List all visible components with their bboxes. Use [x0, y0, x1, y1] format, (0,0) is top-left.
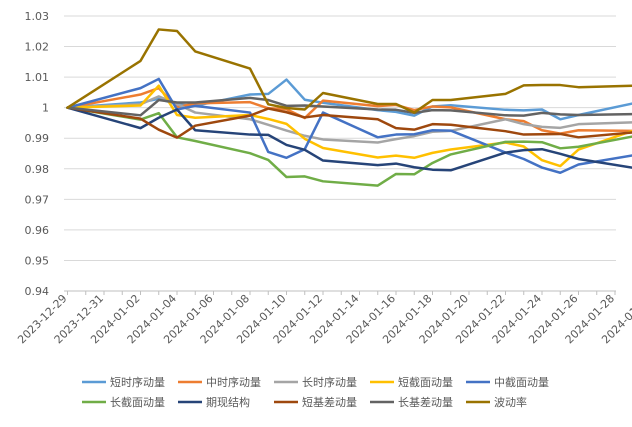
- y-tick-label: 0.97: [25, 193, 50, 206]
- legend-label: 中截面动量: [494, 375, 549, 389]
- legend-label: 短时序动量: [110, 375, 165, 389]
- legend-label: 长基差动量: [398, 395, 453, 409]
- y-tick-label: 0.99: [25, 132, 50, 145]
- series-line: [68, 108, 632, 186]
- y-tick-label: 1: [42, 102, 49, 115]
- legend-label: 短截面动量: [398, 375, 453, 389]
- legend-label: 短基差动量: [302, 395, 357, 409]
- y-tick-label: 0.96: [25, 224, 50, 237]
- legend-label: 波动率: [494, 395, 527, 409]
- y-tick-label: 1.03: [25, 10, 50, 23]
- x-axis: 2023-12-292023-12-312024-01-022024-01-04…: [15, 291, 632, 346]
- y-tick-label: 0.94: [25, 285, 50, 298]
- legend-label: 长时序动量: [302, 375, 357, 389]
- y-tick-label: 1.01: [25, 71, 50, 84]
- legend-label: 中时序动量: [206, 375, 261, 389]
- y-axis: 1.03 1.02 1.01 1 0.99 0.98 0.97 0.96 0.95 0.94: [25, 10, 50, 298]
- y-tick-label: 1.02: [25, 41, 50, 54]
- y-tick-label: 0.98: [25, 163, 50, 176]
- legend-label: 期现结构: [206, 395, 250, 409]
- y-tick-label: 0.95: [25, 254, 50, 267]
- legend-label: 长截面动量: [110, 395, 165, 409]
